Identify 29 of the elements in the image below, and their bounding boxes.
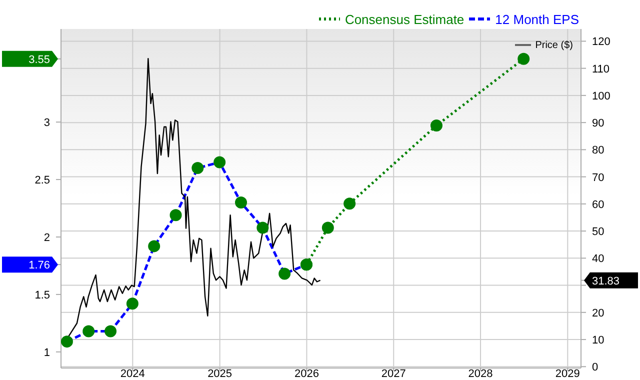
x-tick-label: 2026 — [294, 368, 319, 380]
y2-tick-label: 10 — [592, 334, 604, 347]
legend-label: Consensus Estimate — [344, 12, 464, 26]
y-tick-label: 2.5 — [34, 174, 50, 187]
y2-tick-label: 60 — [592, 198, 604, 211]
y2-tick-label: 120 — [592, 36, 610, 48]
y-tick-label: 3.55 — [28, 54, 50, 66]
y-tick-label: 1 — [44, 346, 50, 359]
x-tick-label: 2025 — [208, 368, 232, 380]
x-tick-label: 2029 — [555, 368, 580, 380]
y2-tick-label: 0 — [592, 362, 598, 374]
y2-tick-label: 70 — [592, 172, 604, 184]
x-tick-label: 2024 — [120, 368, 145, 380]
y-tick-label: 1.5 — [34, 289, 50, 302]
y-tick-label: 3 — [44, 117, 50, 130]
y2-tick-label: 31.83 — [592, 275, 620, 288]
y-tick-label: 2 — [44, 232, 50, 244]
y2-tick-label: 50 — [592, 226, 604, 238]
x-tick-label: 2027 — [381, 368, 406, 380]
legend-label: 12 Month EPS — [495, 12, 579, 26]
y2-tick-label: 80 — [592, 144, 604, 157]
x-tick-label: 2028 — [468, 368, 493, 380]
y2-tick-label: 100 — [592, 90, 610, 102]
y-tick-label: 1.76 — [28, 260, 50, 272]
y2-tick-label: 90 — [592, 118, 604, 130]
y2-tick-label: 20 — [592, 307, 604, 320]
text: Price ($) — [535, 40, 573, 50]
y2-tick-label: 40 — [592, 253, 604, 266]
y2-tick-label: 110 — [592, 63, 610, 76]
